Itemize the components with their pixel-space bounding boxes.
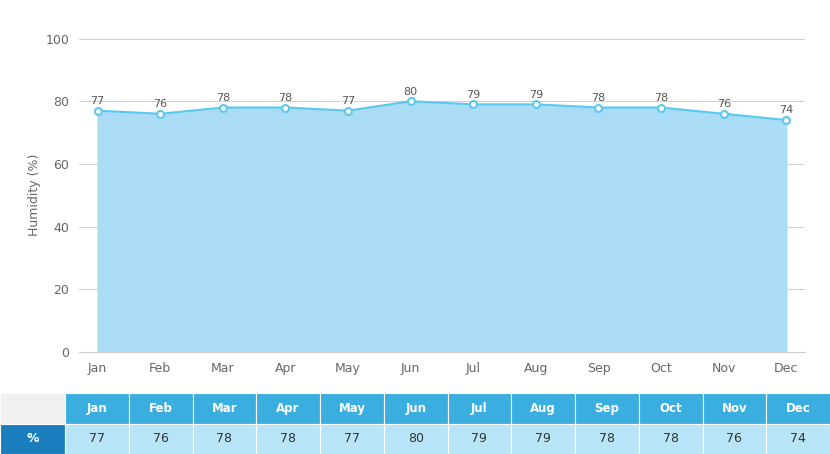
Text: 76: 76: [726, 432, 742, 445]
Text: Jun: Jun: [405, 402, 426, 415]
Text: 78: 78: [662, 432, 679, 445]
Text: 78: 78: [278, 93, 293, 103]
Text: 78: 78: [216, 93, 230, 103]
Text: Oct: Oct: [659, 402, 682, 415]
Text: 79: 79: [535, 432, 551, 445]
Text: Nov: Nov: [721, 402, 747, 415]
Text: 74: 74: [779, 105, 793, 115]
Text: Feb: Feb: [149, 402, 173, 415]
Text: 77: 77: [89, 432, 105, 445]
Text: 78: 78: [217, 432, 232, 445]
Text: 74: 74: [790, 432, 806, 445]
Text: Dec: Dec: [786, 402, 811, 415]
Text: May: May: [339, 402, 365, 415]
Text: 80: 80: [408, 432, 423, 445]
Text: Jan: Jan: [86, 402, 107, 415]
Text: 78: 78: [599, 432, 615, 445]
Text: 79: 79: [471, 432, 487, 445]
Text: 78: 78: [654, 93, 668, 103]
Text: Mar: Mar: [212, 402, 237, 415]
Legend: Average Humidity(%): Average Humidity(%): [356, 410, 528, 433]
Text: 76: 76: [154, 99, 168, 109]
Text: 79: 79: [529, 90, 543, 100]
Y-axis label: Humidity (%): Humidity (%): [28, 154, 42, 237]
Text: 79: 79: [466, 90, 481, 100]
Text: Sep: Sep: [594, 402, 619, 415]
Text: Aug: Aug: [530, 402, 556, 415]
Text: 77: 77: [341, 96, 355, 106]
Text: 77: 77: [90, 96, 105, 106]
Text: Apr: Apr: [276, 402, 300, 415]
Text: 78: 78: [591, 93, 606, 103]
Text: 76: 76: [716, 99, 730, 109]
Text: 77: 77: [344, 432, 360, 445]
Text: Jul: Jul: [471, 402, 488, 415]
Text: %: %: [27, 432, 39, 445]
Text: 80: 80: [403, 87, 417, 97]
Text: 78: 78: [280, 432, 296, 445]
Text: 76: 76: [153, 432, 168, 445]
